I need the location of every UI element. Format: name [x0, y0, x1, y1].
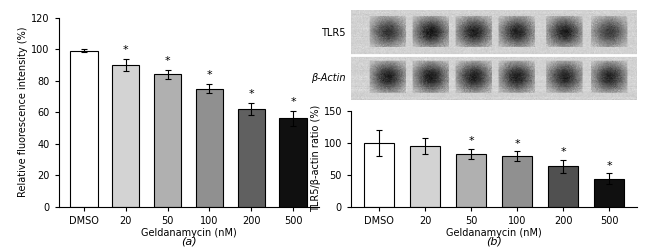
X-axis label: Geldanamycin (nM): Geldanamycin (nM)	[140, 229, 237, 238]
Bar	[238, 109, 265, 207]
Text: *: *	[514, 139, 520, 148]
Text: β-Actin: β-Actin	[311, 73, 345, 83]
X-axis label: Geldanamycin (nM): Geldanamycin (nM)	[446, 229, 542, 238]
Bar	[196, 88, 223, 207]
Text: *: *	[560, 147, 566, 158]
Text: *: *	[207, 70, 213, 80]
Bar	[594, 179, 624, 207]
Bar	[502, 156, 532, 207]
Bar	[154, 74, 181, 207]
Y-axis label: TLR5/β-actin ratio (%): TLR5/β-actin ratio (%)	[311, 105, 320, 212]
Text: *: *	[248, 89, 254, 99]
Bar	[112, 65, 139, 207]
Bar	[456, 154, 486, 207]
Text: *: *	[468, 136, 474, 146]
Text: *: *	[164, 56, 170, 66]
Bar	[548, 166, 578, 207]
Bar	[70, 51, 98, 207]
Text: *: *	[606, 161, 612, 171]
Bar	[364, 143, 394, 207]
Y-axis label: Relative fluorescence intensity (%): Relative fluorescence intensity (%)	[18, 27, 28, 197]
Bar	[410, 146, 440, 207]
Text: *: *	[291, 97, 296, 107]
Text: (b): (b)	[486, 237, 502, 247]
Bar	[280, 118, 307, 207]
Text: (a): (a)	[181, 237, 196, 247]
Text: TLR5: TLR5	[321, 28, 345, 38]
Text: *: *	[123, 45, 129, 55]
